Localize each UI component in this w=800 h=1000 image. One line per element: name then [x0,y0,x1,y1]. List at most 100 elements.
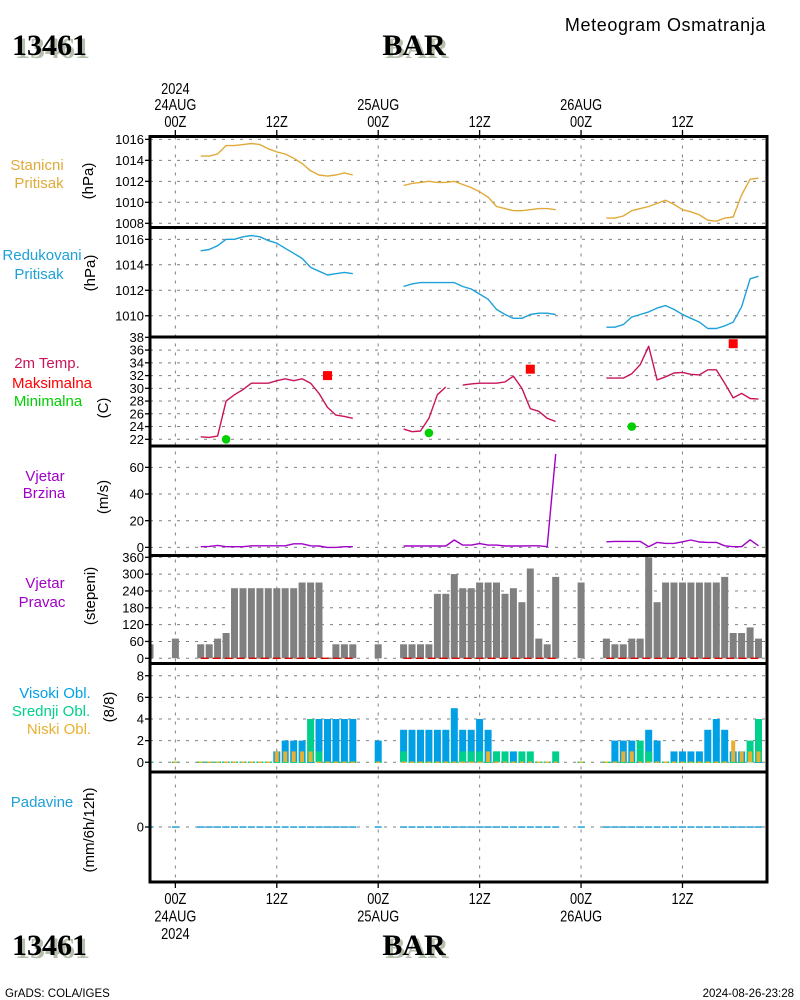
high-bar [433,729,441,763]
temp-min-marker [424,428,434,438]
high-bar [332,719,340,763]
precip-bar [450,826,458,828]
high-bar [704,729,712,763]
clouds-y-tick-label: 4 [137,712,144,727]
precip-bar [755,826,762,828]
low-bar [511,761,516,763]
low-bar [215,761,220,763]
high-bar [628,740,636,763]
medium-bar [636,740,644,763]
low-bar [291,751,296,763]
temperature-y-tick-label: 30 [130,381,144,396]
clouds-legend-label: Srednji Obl. [12,703,90,720]
low-bar [705,761,710,763]
medium-bar [755,719,762,763]
precip-bar [687,826,695,828]
temperature-y-tick-label: 22 [130,432,144,447]
precip-bar [611,826,619,828]
temperature-legend-label: Minimalna [14,393,83,410]
precip-bar [433,826,441,828]
x-tick-label-time-top: 12Z [266,114,288,132]
low-bar [333,761,338,763]
precip-bar [307,826,315,828]
low-bar [680,761,685,763]
clouds-y-tick-label: 6 [137,690,144,705]
medium-bar [484,761,492,763]
clouds-y-tick-label: 0 [137,755,144,770]
footer-station-id-shadow: 13461 [15,932,90,965]
precip-bar [231,826,238,828]
wind-direction-bar [619,644,627,659]
wind-direction-bar [408,644,416,659]
medium-bar [619,761,627,763]
precip-bar [746,826,754,828]
high-bar [712,719,720,763]
precip-bar [721,826,729,828]
low-bar [545,761,550,763]
high-bar [340,719,348,763]
high-bar [459,729,467,763]
x-tick-label-date-top: 24AUG [154,97,196,115]
wind-direction-bar [247,588,255,659]
medium-bar [298,761,306,763]
low-bar [308,751,313,763]
wind-direction-bar [662,582,670,659]
wind-direction-bar [526,568,534,659]
wind-direction-bar [425,644,433,659]
wind-speed-line [606,539,759,548]
temp-max-marker [525,364,535,374]
credit-label: GrADS: COLA/IGES [5,988,110,1000]
x-tick-label-time-bottom: 00Z [367,891,389,909]
medium-bar [738,761,746,763]
wind-direction-bar [518,602,526,659]
wind-direction-bar [298,582,306,659]
precip-bar [577,826,585,828]
medium-bar [493,751,500,763]
wind-direction-bar [290,588,298,659]
medium-bar [501,751,509,763]
medium-bar [290,761,298,763]
footer: 13461 13461 BAR BAR GrADS: COLA/IGES 202… [5,929,794,1000]
precip-bar [324,826,331,828]
high-bar [653,740,661,763]
low-bar [553,761,558,763]
x-tick-label-time-bottom: 12Z [469,891,491,909]
wind-direction-bar [738,633,746,659]
high-bar [290,740,298,763]
sea-level-pressure-y-tick-label: 1016 [115,232,144,247]
high-bar [679,751,686,763]
temp-2m-line [200,378,353,439]
low-bar [621,751,626,763]
temp-min-marker [627,422,637,431]
medium-bar [151,761,154,763]
low-bar [426,761,431,763]
high-bar [349,719,357,763]
high-bar [670,751,678,763]
sea-level-pressure-unit-label: (hPa) [82,255,99,292]
station-pressure-y-tick-label: 1008 [115,216,144,231]
sea-level-pressure-y-tick-label: 1010 [115,308,144,323]
low-bar [266,761,271,763]
high-bar [484,729,492,763]
high-bar [374,740,382,763]
low-bar [342,761,347,763]
low-bar [460,761,465,763]
low-bar [663,761,668,763]
precip-bar [442,826,450,828]
high-bar [400,729,408,763]
x-tick-label-time-bottom: 12Z [671,891,693,909]
precip-bar [290,826,298,828]
axes-layer: 00Z00Z24AUG24AUG2024202412Z12Z00Z00Z25AU… [2,81,769,943]
high-bar [425,729,433,763]
wind-direction-bar [501,593,509,659]
low-bar [151,761,152,763]
precip-bar [214,826,222,828]
medium-bar [307,719,315,763]
medium-bar [518,751,526,763]
wind-speed-y-tick-label: 60 [130,460,144,475]
temperature-y-tick-label: 24 [130,419,144,434]
station-pressure-legend-label: Stanicni [10,157,63,174]
wind-direction-bar [239,588,247,659]
low-bar [173,761,178,763]
wind-direction-y-tick-label: 240 [122,584,144,599]
